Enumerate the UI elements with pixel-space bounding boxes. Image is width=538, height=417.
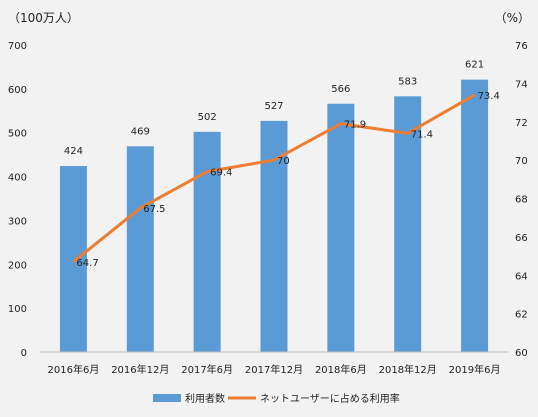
left-axis-ticks: 0 100 200 300 400 500 600 700 [8,41,27,359]
right-axis-tick: 76 [515,41,528,52]
left-axis-tick: 500 [8,129,27,140]
bar-value-label: 566 [331,84,350,95]
bar-value-label: 527 [264,101,283,112]
left-axis-tick: 400 [8,173,27,184]
bar-value-label: 583 [398,76,417,87]
bar-value-label: 469 [131,126,150,137]
legend-label-usage-rate: ネットユーザーに占める利用率 [260,392,400,405]
line-value-label: 67.5 [143,204,165,215]
bar [394,96,422,352]
x-axis-tick-label: 2018年12月 [379,363,437,376]
line-value-label: 70 [277,156,290,167]
x-axis-tick-label: 2017年6月 [181,363,233,376]
bar [327,103,355,352]
bar [461,79,489,352]
x-axis-tick-label: 2019年6月 [449,363,501,376]
x-axis-tick-label: 2016年12月 [111,363,169,376]
left-axis-tick: 600 [8,85,27,96]
right-axis-tick: 62 [515,310,528,321]
bar-value-label: 424 [64,146,83,157]
right-axis-tick: 66 [515,233,528,244]
left-axis-tick: 700 [8,41,27,52]
x-axis-tick-label: 2017年12月 [245,363,303,376]
bar-value-label: 502 [198,112,217,123]
right-axis-tick: 70 [515,156,528,167]
line-value-label: 64.7 [76,258,98,269]
left-axis-tick: 200 [8,260,27,271]
right-axis-tick: 60 [515,348,528,359]
right-axis-unit: （%） [495,11,530,25]
x-axis-tick-label: 2018年6月 [315,363,367,376]
x-axis-tick-label: 2016年6月 [48,363,100,376]
line-value-label: 71.9 [344,120,366,131]
right-axis-tick: 72 [515,118,528,129]
line-series: 64.7 67.5 69.4 70 71.9 71.4 73.4 [72,91,500,269]
legend: 利用者数 ネットユーザーに占める利用率 [153,392,400,405]
legend-swatch-users [153,394,181,402]
left-axis-unit: （100万人） [8,11,79,25]
left-axis-tick: 0 [21,348,27,359]
left-axis-tick: 100 [8,304,27,315]
bar-value-label: 621 [465,60,484,71]
left-axis-tick: 300 [8,216,27,227]
bar [193,131,221,352]
line-value-label: 69.4 [210,168,232,179]
right-axis-tick: 74 [515,79,528,90]
right-axis-ticks: 60 62 64 66 68 70 72 74 76 [515,41,528,359]
legend-label-users: 利用者数 [185,392,225,405]
bar-series: 424 469 502 527 566 583 621 [59,60,489,352]
bar [126,146,154,352]
line-value-label: 73.4 [478,91,500,102]
bar [59,166,87,352]
line-value-label: 71.4 [411,129,433,140]
x-axis-labels: 2016年6月 2016年12月 2017年6月 2017年12月 2018年6月 201… [48,363,501,376]
right-axis-tick: 64 [515,271,528,282]
right-axis-tick: 68 [515,195,528,206]
